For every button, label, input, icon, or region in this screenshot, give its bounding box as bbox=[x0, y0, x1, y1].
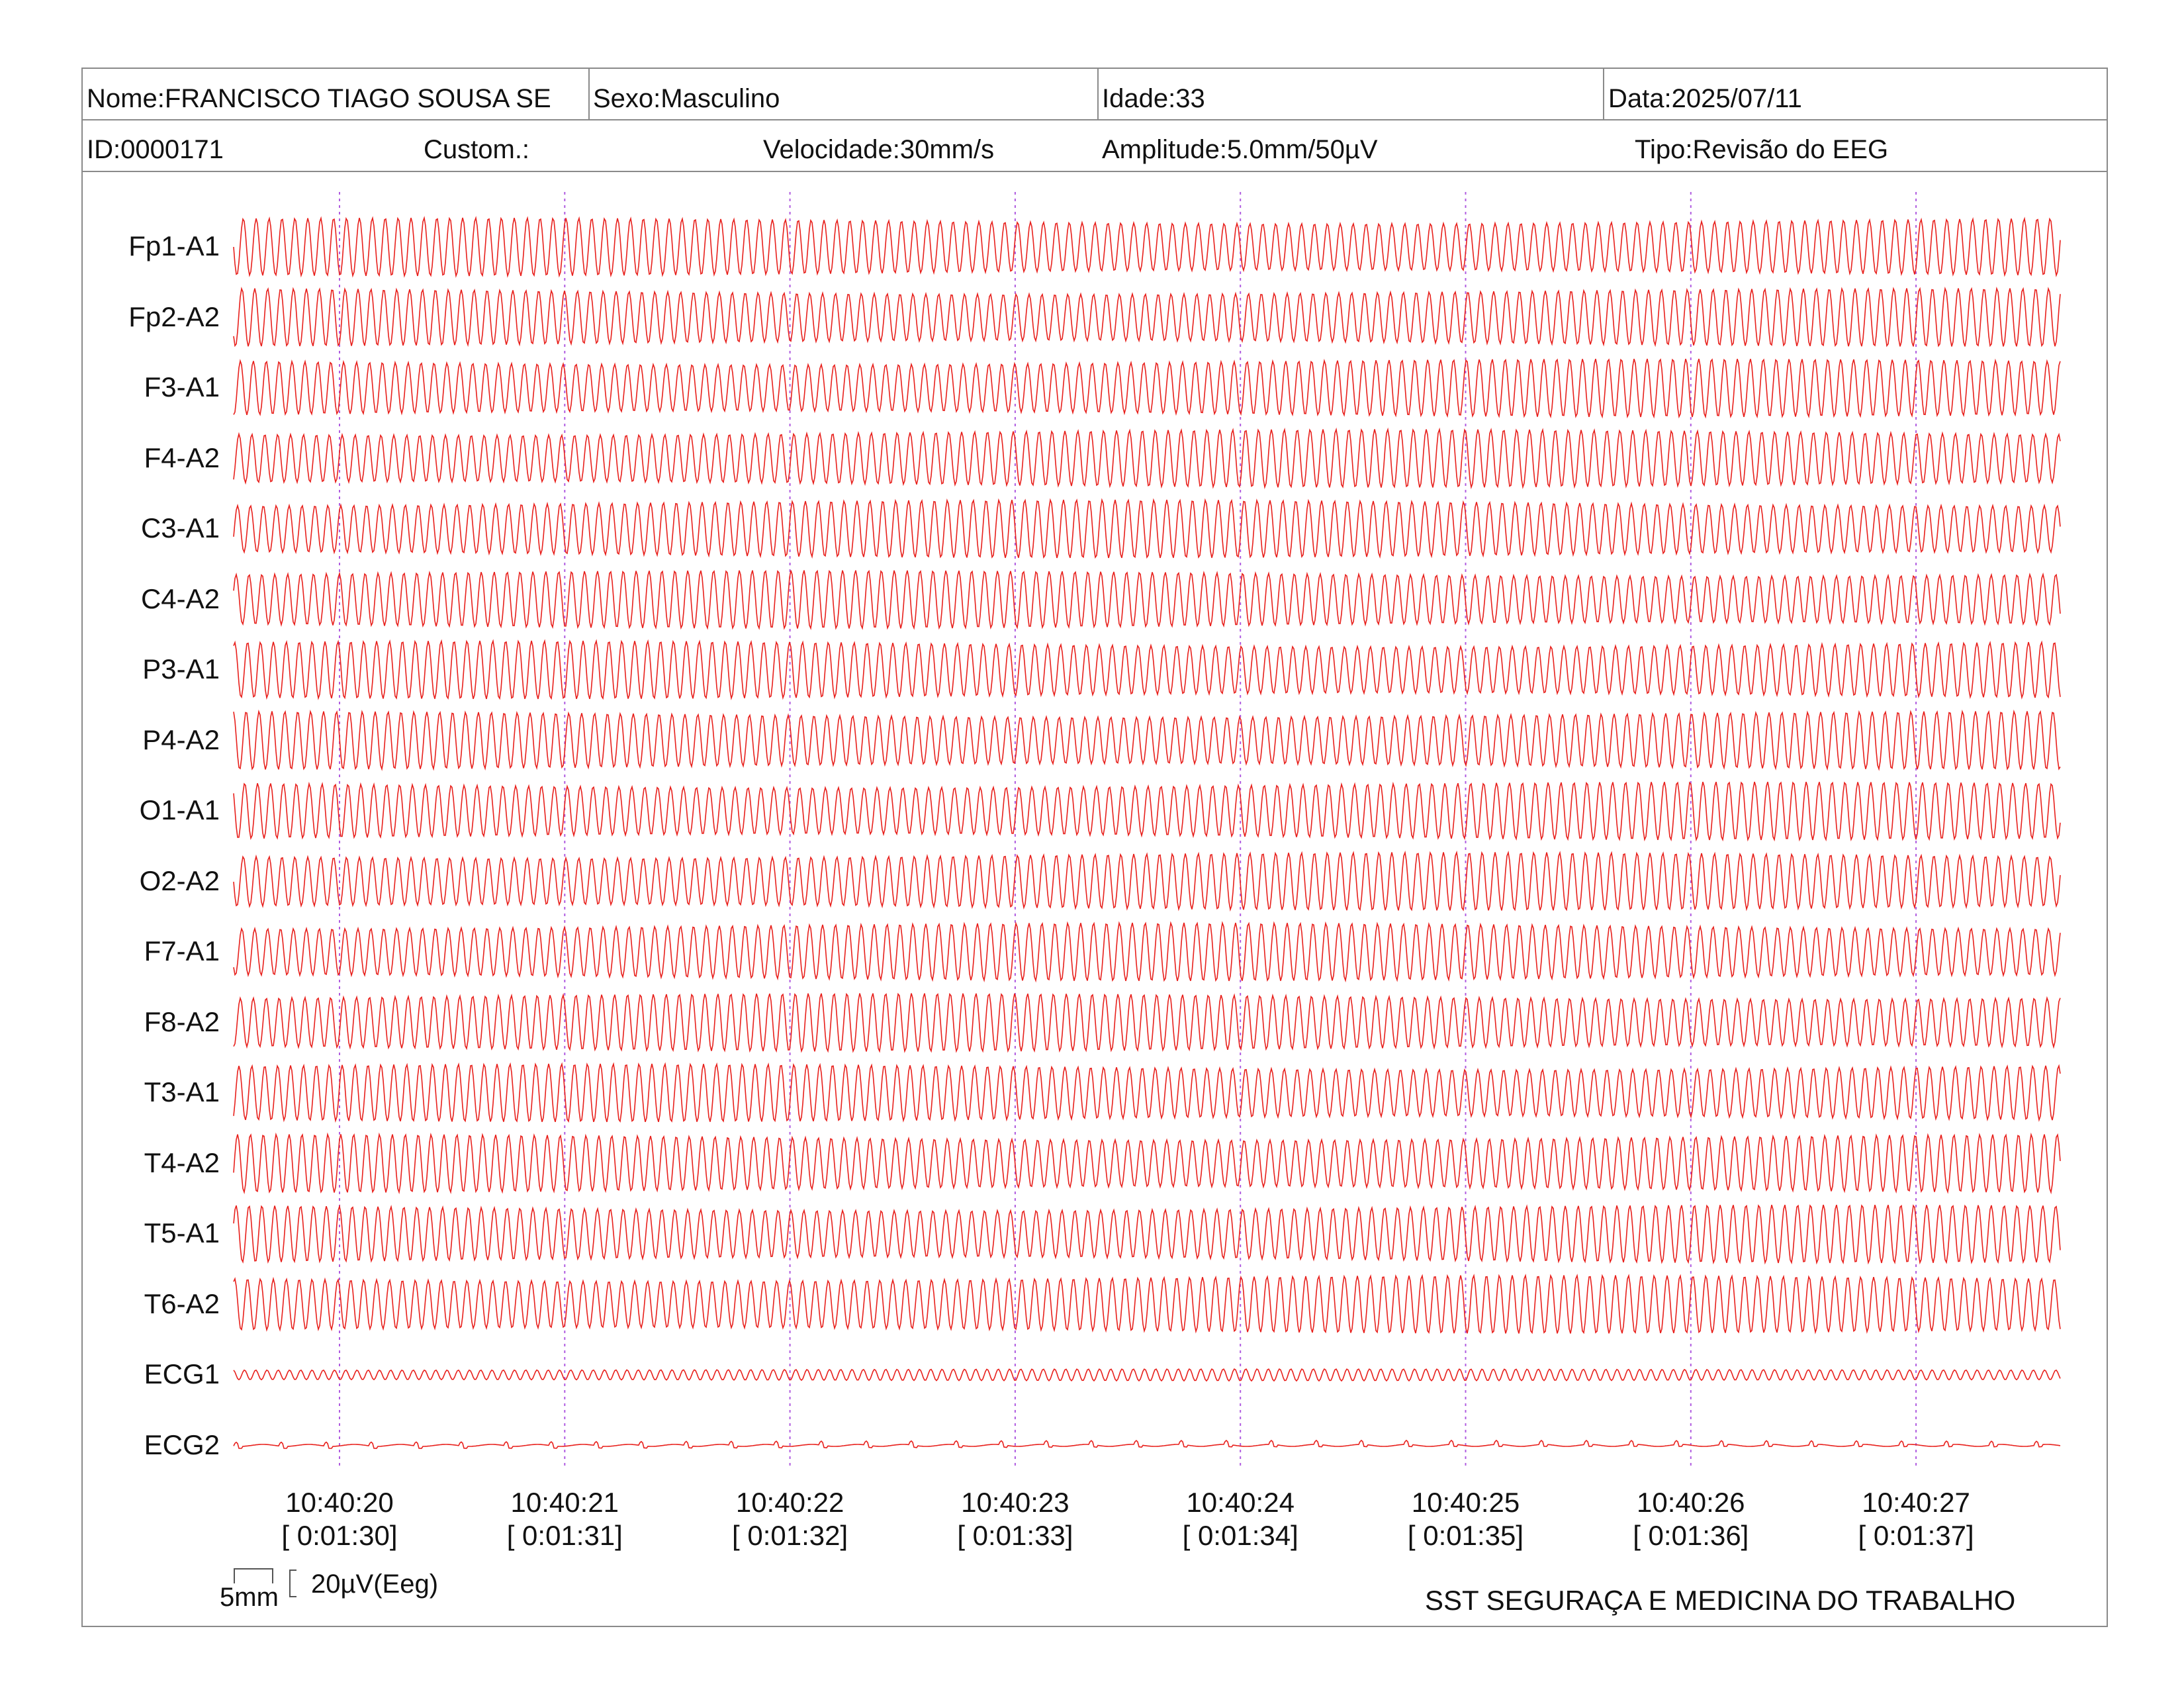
time-mark-label: 10:40:25[ 0:01:35] bbox=[1380, 1486, 1552, 1552]
trace-t4-a2 bbox=[233, 1132, 2061, 1195]
time-mark-label: 10:40:26[ 0:01:36] bbox=[1605, 1486, 1777, 1552]
amplitude-scale-label: 20µV(Eeg) bbox=[311, 1570, 439, 1599]
channel-label-t6-a2: T6-A2 bbox=[144, 1288, 220, 1319]
time-scale-label: 5mm bbox=[220, 1583, 279, 1612]
trace-t3-a1 bbox=[233, 1062, 2061, 1123]
trace-ecg1 bbox=[233, 1368, 2061, 1382]
time-mark-label: 10:40:27[ 0:01:37] bbox=[1830, 1486, 2002, 1552]
channel-label-fp2-a2: Fp2-A2 bbox=[128, 301, 220, 332]
trace-f8-a2 bbox=[233, 992, 2061, 1053]
channel-label-t4-a2: T4-A2 bbox=[144, 1147, 220, 1178]
time-mark-elapsed: [ 0:01:32] bbox=[732, 1519, 848, 1551]
trace-p3-a1 bbox=[233, 639, 2061, 700]
patient-sex: Sexo:Masculino bbox=[593, 84, 780, 113]
company-footer: SST SEGURAÇA E MEDICINA DO TRABALHO bbox=[1425, 1585, 2016, 1616]
time-mark-clock: 10:40:25 bbox=[1411, 1487, 1520, 1518]
channel-label-f3-a1: F3-A1 bbox=[144, 371, 220, 402]
channel-label-o1-a1: O1-A1 bbox=[139, 794, 220, 825]
trace-c3-a1 bbox=[233, 498, 2061, 559]
time-mark-label: 10:40:24[ 0:01:34] bbox=[1154, 1486, 1326, 1552]
custom-field: Custom.: bbox=[424, 135, 530, 164]
channel-label-p3-a1: P3-A1 bbox=[142, 653, 220, 684]
patient-id: ID:0000171 bbox=[87, 135, 224, 164]
trace-o1-a1 bbox=[233, 781, 2061, 842]
channel-label-f7-a1: F7-A1 bbox=[144, 935, 220, 966]
paper-speed: Velocidade:30mm/s bbox=[763, 135, 995, 164]
time-mark-label: 10:40:22[ 0:01:32] bbox=[704, 1486, 876, 1552]
channel-label-ecg2: ECG2 bbox=[144, 1429, 220, 1460]
time-mark-clock: 10:40:24 bbox=[1186, 1487, 1295, 1518]
amplitude-setting: Amplitude:5.0mm/50µV bbox=[1102, 135, 1378, 164]
trace-f7-a1 bbox=[233, 921, 2061, 983]
header-col-divider-3 bbox=[1603, 68, 1604, 120]
channel-label-f4-a2: F4-A2 bbox=[144, 442, 220, 473]
patient-name: Nome:FRANCISCO TIAGO SOUSA SE bbox=[87, 84, 551, 113]
header-divider-1 bbox=[81, 119, 2108, 120]
trace-ecg2 bbox=[233, 1439, 2061, 1449]
exam-date: Data:2025/07/11 bbox=[1608, 84, 1802, 113]
time-mark-elapsed: [ 0:01:34] bbox=[1182, 1519, 1298, 1551]
trace-c4-a2 bbox=[233, 569, 2061, 630]
time-mark-elapsed: [ 0:01:35] bbox=[1407, 1519, 1524, 1551]
time-mark-label: 10:40:20[ 0:01:30] bbox=[253, 1486, 426, 1552]
time-mark-label: 10:40:21[ 0:01:31] bbox=[478, 1486, 651, 1552]
scale-bar-icon bbox=[234, 1568, 296, 1597]
trace-fp2-a2 bbox=[233, 287, 2061, 348]
time-mark-clock: 10:40:22 bbox=[735, 1487, 844, 1518]
trace-p4-a2 bbox=[233, 709, 2061, 771]
patient-age: Idade:33 bbox=[1102, 84, 1205, 113]
channel-label-fp1-a1: Fp1-A1 bbox=[128, 230, 220, 261]
time-mark-elapsed: [ 0:01:37] bbox=[1858, 1519, 1974, 1551]
time-mark-elapsed: [ 0:01:30] bbox=[281, 1519, 398, 1551]
header-col-divider-1 bbox=[588, 68, 590, 120]
time-mark-clock: 10:40:21 bbox=[510, 1487, 619, 1518]
exam-type: Tipo:Revisão do EEG bbox=[1635, 135, 1889, 164]
trace-f4-a2 bbox=[233, 427, 2061, 490]
channel-label-c3-a1: C3-A1 bbox=[140, 512, 220, 543]
time-mark-clock: 10:40:26 bbox=[1637, 1487, 1745, 1518]
channel-label-c4-a2: C4-A2 bbox=[140, 583, 220, 614]
time-mark-clock: 10:40:20 bbox=[285, 1487, 394, 1518]
report-frame bbox=[81, 68, 2108, 1627]
time-mark-clock: 10:40:23 bbox=[961, 1487, 1069, 1518]
header-divider-2 bbox=[81, 171, 2108, 172]
header-col-divider-2 bbox=[1097, 68, 1099, 120]
channel-label-t5-a1: T5-A1 bbox=[144, 1217, 220, 1248]
time-mark-elapsed: [ 0:01:31] bbox=[506, 1519, 623, 1551]
trace-fp1-a1 bbox=[233, 216, 2061, 278]
channel-label-ecg1: ECG1 bbox=[144, 1358, 220, 1389]
trace-f3-a1 bbox=[233, 358, 2061, 419]
channel-label-t3-a1: T3-A1 bbox=[144, 1076, 220, 1107]
trace-t5-a1 bbox=[233, 1204, 2061, 1265]
channel-label-f8-a2: F8-A2 bbox=[144, 1006, 220, 1037]
time-mark-label: 10:40:23[ 0:01:33] bbox=[929, 1486, 1101, 1552]
trace-t6-a2 bbox=[233, 1274, 2061, 1335]
time-mark-clock: 10:40:27 bbox=[1862, 1487, 1970, 1518]
channel-label-o2-a2: O2-A2 bbox=[139, 865, 220, 896]
channel-label-p4-a2: P4-A2 bbox=[142, 724, 220, 755]
time-mark-elapsed: [ 0:01:33] bbox=[957, 1519, 1073, 1551]
trace-o2-a2 bbox=[233, 850, 2061, 912]
time-mark-elapsed: [ 0:01:36] bbox=[1633, 1519, 1749, 1551]
